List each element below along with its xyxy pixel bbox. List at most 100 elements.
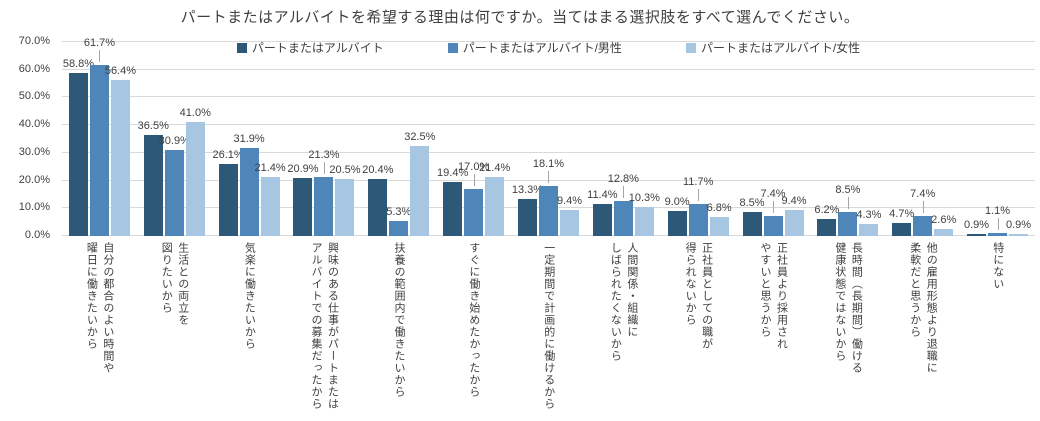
x-label-cell-0: 自分の都合のよい時間や 曜日に働きたいから [62, 242, 137, 418]
bar-series2-cat0: 56.4% [105, 65, 136, 236]
x-category-label: 他の雇用形態より退職に 柔軟だと思うから [908, 242, 938, 374]
bar-value-label: 31.9% [233, 132, 265, 145]
bar-series0-cat4: 20.4% [362, 164, 393, 236]
x-label-cell-9: 正社員より採用され やすいと思うから [736, 242, 811, 418]
bar-value-label: 9.4% [781, 194, 807, 207]
bar-series0-cat0: 58.8% [63, 58, 94, 236]
x-label-cell-12: 特にない [960, 242, 1035, 418]
y-tick-label: 0.0% [24, 229, 50, 241]
bar-group-2: 26.1% 31.9% 21.4% [212, 42, 287, 236]
bar-series1-cat3: 21.3% [308, 149, 340, 236]
bar-series0-cat11: 4.7% [889, 208, 914, 236]
bar-value-label: 9.4% [556, 194, 583, 207]
bar-group-1: 36.5% 30.9% 41.0% [137, 42, 212, 236]
legend-swatch-icon [236, 42, 247, 53]
bar-value-label: 19.4% [437, 167, 469, 180]
y-tick-label: 40.0% [18, 118, 50, 131]
bar-value-label: 10.3% [628, 192, 660, 205]
chart-title: パートまたはアルバイトを希望する理由は何ですか。当てはまる選択肢をすべて選んでく… [180, 9, 860, 26]
bar-series1-cat11: 7.4% [910, 188, 935, 236]
bar-value-label: 18.1% [532, 157, 565, 170]
plot-area: 58.8% 61.7% 56.4% 36.5% 30.9% 41.0% 26.1% 31.9%… [62, 37, 1035, 236]
bar-group-8: 9.0% 11.7% 6.8% [661, 42, 736, 236]
bar-value-label: 41.0% [179, 107, 211, 120]
bar-value-label: 32.5% [404, 130, 436, 143]
x-axis-labels: 自分の都合のよい時間や 曜日に働きたいから 生活との両立を 図りたいから 気楽に働き… [62, 242, 1035, 418]
bar-value-label: 13.3% [511, 184, 544, 197]
label-leader-line [548, 170, 550, 183]
bar-group-12: 0.9% 1.1% 0.9% [960, 42, 1035, 236]
gridline [62, 151, 1035, 153]
bar-value-label: 26.1% [212, 148, 244, 161]
label-leader-line [623, 185, 625, 198]
legend-item-1: パートまたはアルバイト/男性 [447, 39, 622, 56]
bar-series2-cat10: 4.3% [856, 209, 881, 236]
bar-group-11: 4.7% 7.4% 2.6% [885, 42, 960, 236]
legend-label: パートまたはアルバイト/女性 [700, 41, 861, 55]
bar-value-label: 21.3% [308, 148, 340, 161]
bar-value-label: 30.9% [158, 135, 190, 148]
bar-series2-cat5: 21.4% [479, 162, 510, 236]
bar-series0-cat1: 36.5% [138, 120, 169, 236]
bar-series2-cat7: 10.3% [629, 192, 660, 236]
bar-series0-cat7: 11.4% [587, 189, 618, 236]
bar-series2-cat1: 41.0% [180, 107, 211, 236]
bar-series0-cat9: 8.5% [739, 197, 765, 236]
y-tick-label: 10.0% [18, 201, 50, 214]
label-leader-line [922, 200, 924, 213]
bar-group-0: 58.8% 61.7% 56.4% [62, 37, 137, 236]
bar-value-label: 11.4% [587, 189, 618, 202]
bar-group-3: 20.9% 21.3% 20.5% [287, 42, 362, 236]
bar-series1-cat8: 11.7% [683, 176, 713, 236]
label-leader-line [847, 197, 849, 210]
bar-value-label: 21.4% [254, 161, 286, 174]
bar-value-label: 4.3% [856, 209, 882, 222]
bar-value-label: 21.4% [479, 161, 511, 174]
label-leader-line [997, 217, 999, 230]
bar-value-label: 2.6% [931, 213, 957, 226]
bar-series2-cat11: 2.6% [931, 214, 956, 236]
bar-series0-cat6: 13.3% [512, 184, 543, 236]
x-category-label: すぐに働き始めたかったから [467, 242, 480, 398]
bar-value-label: 56.4% [104, 64, 137, 77]
bar-value-label: 12.8% [607, 172, 639, 185]
bar-value-label: 11.7% [682, 175, 714, 188]
y-tick-label: 20.0% [18, 173, 50, 186]
bar-value-label: 20.5% [329, 164, 361, 177]
legend-item-0: パートまたはアルバイト [236, 39, 384, 56]
x-label-cell-6: 一定期間で計画的に働けるから [511, 242, 586, 418]
bar-value-label: 17.0% [458, 160, 490, 173]
bar-series2-cat8: 6.8% [707, 202, 732, 236]
x-category-label: 一定期間で計画的に働けるから [542, 242, 555, 410]
x-category-label: 正社員より採用され やすいと思うから [759, 242, 788, 350]
bar-series1-cat9: 7.4% [760, 188, 786, 236]
bar-group-4: 20.4% 5.3% 32.5% [361, 42, 436, 236]
x-label-cell-8: 正社員としての職が 得られないから [661, 242, 736, 418]
bar-value-label: 7.4% [910, 187, 936, 200]
bar-series1-cat6: 18.1% [533, 158, 564, 236]
label-leader-line [99, 50, 101, 63]
bars-row: 58.8% 61.7% 56.4% 36.5% 30.9% 41.0% 26.1% 31.9%… [62, 37, 1035, 236]
label-leader-line [323, 161, 325, 174]
bar-value-label: 61.7% [83, 37, 116, 50]
bar-series2-cat2: 21.4% [255, 162, 286, 236]
bar-series0-cat12: 0.9% [964, 219, 989, 236]
bar-series0-cat5: 19.4% [437, 167, 468, 236]
x-category-label: 興味のある仕事がパートまたは アルバイトでの募集だったから [309, 242, 339, 410]
y-tick-label: 50.0% [18, 90, 50, 103]
bar-value-label: 20.9% [287, 163, 319, 176]
label-leader-line [773, 200, 775, 213]
bar-series1-cat0: 61.7% [84, 37, 115, 236]
chart-legend: パートまたはアルバイト パートまたはアルバイト/男性 パートまたはアルバイト/女性 [62, 39, 1035, 56]
bar-series1-cat12: 1.1% [985, 205, 1010, 236]
y-tick-label: 30.0% [18, 145, 50, 158]
bar-series1-cat4: 5.3% [386, 206, 411, 236]
bar-value-label: 6.8% [706, 202, 732, 215]
x-label-cell-11: 他の雇用形態より退職に 柔軟だと思うから [885, 242, 960, 418]
x-label-cell-4: 扶養の範囲内で働きたいから [361, 242, 436, 418]
label-leader-line [698, 188, 700, 201]
bar-value-label: 7.4% [760, 187, 786, 200]
bar-series2-cat4: 32.5% [404, 131, 435, 236]
x-label-cell-7: 人間関係・組織に しばられたくないから [586, 242, 661, 418]
